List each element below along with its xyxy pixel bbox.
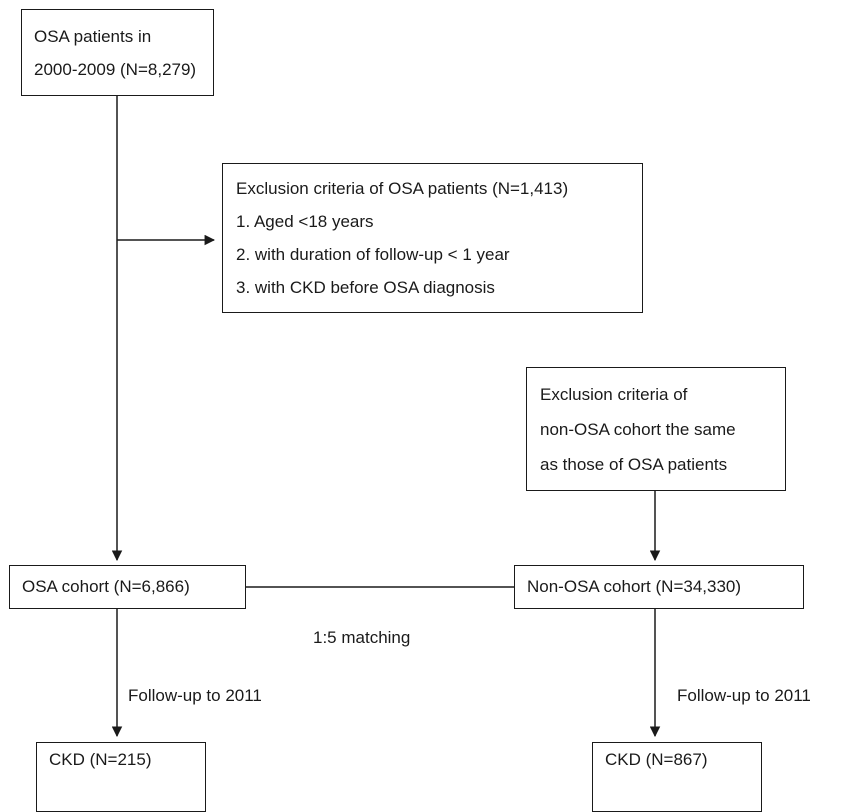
follow-up-left-label: Follow-up to 2011	[128, 686, 262, 705]
ckd-left-label: CKD (N=215)	[49, 750, 152, 769]
exclusion-non-osa-line-1: Exclusion criteria of	[540, 385, 688, 404]
follow-up-right-label: Follow-up to 2011	[677, 686, 811, 705]
osa-cohort-label: OSA cohort (N=6,866)	[22, 577, 190, 596]
exclusion-osa-item: 1. Aged <18 years	[236, 212, 374, 231]
exclusion-non-osa-box: Exclusion criteria of non-OSA cohort the…	[526, 367, 786, 491]
ckd-right-box: CKD (N=867)	[592, 742, 762, 812]
exclusion-osa-item: 3. with CKD before OSA diagnosis	[236, 278, 495, 297]
non-osa-cohort-label: Non-OSA cohort (N=34,330)	[527, 577, 742, 596]
start-line-1: OSA patients in	[34, 27, 152, 46]
ckd-right-label: CKD (N=867)	[605, 750, 708, 769]
start-box: OSA patients in 2000-2009 (N=8,279)	[21, 9, 214, 96]
non-osa-cohort-box: Non-OSA cohort (N=34,330)	[514, 565, 804, 609]
exclusion-osa-box: Exclusion criteria of OSA patients (N=1,…	[222, 163, 643, 313]
matching-label: 1:5 matching	[313, 628, 411, 647]
exclusion-non-osa-line-2: non-OSA cohort the same	[540, 420, 736, 439]
exclusion-osa-item: 2. with duration of follow-up < 1 year	[236, 245, 510, 264]
start-line-2: 2000-2009 (N=8,279)	[34, 60, 197, 79]
exclusion-non-osa-line-3: as those of OSA patients	[540, 455, 728, 474]
ckd-left-box: CKD (N=215)	[36, 742, 206, 812]
osa-cohort-box: OSA cohort (N=6,866)	[9, 565, 246, 609]
exclusion-osa-title: Exclusion criteria of OSA patients (N=1,…	[236, 179, 569, 198]
